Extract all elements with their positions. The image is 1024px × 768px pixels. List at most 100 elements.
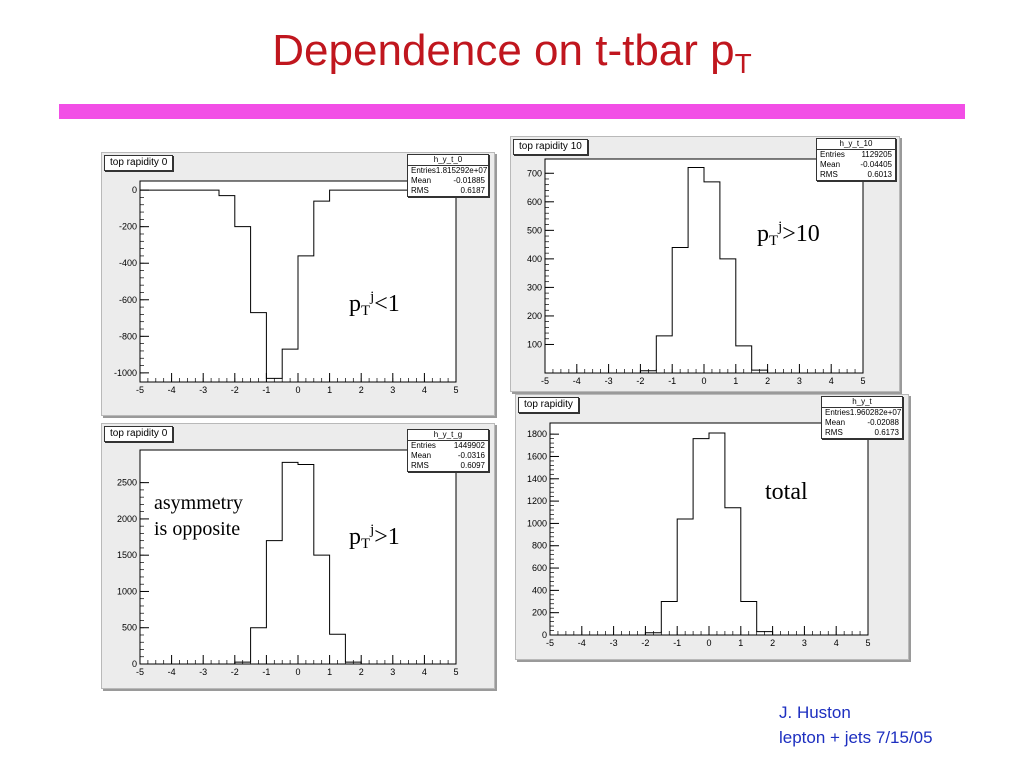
- x-tick-label: 4: [422, 667, 427, 677]
- y-tick-label: 1000: [117, 586, 137, 596]
- histogram-bin: [235, 190, 251, 227]
- y-tick-label: 500: [122, 623, 137, 633]
- histogram-bin: [266, 541, 282, 664]
- histogram-panel-total: 0 200 400 600 800 1000 1200 1400 1600 1800 -5 -4 -3 -…: [515, 394, 909, 660]
- x-tick-label: -4: [168, 385, 176, 395]
- x-tick-label: -2: [636, 376, 644, 386]
- stats-row-rms: RMS 0.6013: [817, 170, 895, 180]
- stats-row-mean: Mean -0.02088: [822, 418, 902, 428]
- y-tick-label: 1600: [527, 451, 547, 461]
- stats-label: RMS: [411, 461, 429, 470]
- annot-sub: T: [361, 536, 371, 552]
- histogram-outline: [629, 432, 789, 636]
- histogram-bin: [298, 190, 314, 256]
- x-tick-label: 2: [359, 667, 364, 677]
- stats-row-mean: Mean -0.0316: [408, 451, 488, 461]
- x-tick-label: -5: [136, 385, 144, 395]
- x-tick-label: 3: [797, 376, 802, 386]
- asymmetry-note-line2: is opposite: [154, 518, 241, 540]
- x-tick-label: -4: [578, 638, 586, 648]
- title-divider: [59, 104, 965, 119]
- stats-value: 1449902: [453, 441, 485, 450]
- stats-value: 0.6187: [460, 186, 485, 195]
- x-tick-label: 3: [802, 638, 807, 648]
- y-tick-label: 0: [132, 185, 137, 195]
- stats-row-entries: Entries 1.815292e+07: [408, 166, 488, 176]
- x-tick-label: 5: [865, 638, 870, 648]
- histogram-outline: [624, 167, 784, 374]
- histogram-bin: [688, 168, 704, 373]
- x-tick-label: -5: [541, 376, 549, 386]
- slide-title-text: Dependence on t-tbar p: [272, 26, 735, 75]
- histogram-bin: [709, 433, 725, 635]
- x-tick-label: 0: [701, 376, 706, 386]
- stats-value: -0.02088: [867, 418, 899, 427]
- y-tick-label: 800: [532, 541, 547, 551]
- histogram-bin: [656, 336, 672, 373]
- histogram-bin: [282, 462, 298, 664]
- stats-value: -0.0316: [457, 451, 485, 460]
- x-tick-label: 2: [765, 376, 770, 386]
- histogram-panel-ptj-gt-10: 100 200 300 400 500 600 700 -5 -4 -3 -2 -1 0 1 2 3 4 5 to…: [510, 136, 900, 392]
- stats-label: Entries: [820, 150, 845, 159]
- stats-label: Entries: [411, 441, 436, 450]
- y-tick-label: 700: [527, 168, 542, 178]
- annot-sup: j: [778, 219, 783, 235]
- histogram-bin: [757, 632, 773, 635]
- stats-label: RMS: [411, 186, 429, 195]
- y-tick-label: 1800: [527, 429, 547, 439]
- histogram-bin: [219, 190, 235, 195]
- y-tick-label: -1000: [114, 368, 137, 378]
- stats-row-rms: RMS 0.6173: [822, 428, 902, 438]
- y-tick-label: 600: [532, 563, 547, 573]
- x-tick-label: 5: [860, 376, 865, 386]
- x-tick-label: -1: [262, 385, 270, 395]
- stats-name: h_y_t: [822, 397, 902, 408]
- y-tick-label: 500: [527, 225, 542, 235]
- histogram-bin: [704, 182, 720, 373]
- x-tick-label: 2: [359, 385, 364, 395]
- x-tick-label: -2: [231, 667, 239, 677]
- y-tick-label: 1400: [527, 474, 547, 484]
- x-tick-label: 0: [295, 667, 300, 677]
- x-tick-label: -5: [136, 667, 144, 677]
- stats-name: h_y_t_10: [817, 139, 895, 150]
- x-tick-label: -3: [610, 638, 618, 648]
- histogram-title: top rapidity 10: [513, 139, 588, 155]
- histogram-title: top rapidity 0: [104, 155, 174, 171]
- x-tick-label: 1: [327, 385, 332, 395]
- x-tick-label: -1: [262, 667, 270, 677]
- stats-row-mean: Mean -0.04405: [817, 160, 895, 170]
- x-tick-label: -4: [573, 376, 581, 386]
- y-tick-label: 400: [532, 585, 547, 595]
- x-tick-label: -1: [668, 376, 676, 386]
- histogram-bin: [736, 346, 752, 373]
- stats-label: RMS: [825, 428, 843, 437]
- histogram-panel-ptj-gt-1: 0 500 1000 1500 2000 2500 -5 -4 -3 -2 -1 0 1 2 3 4 5 top…: [101, 423, 495, 689]
- x-tick-label: -3: [605, 376, 613, 386]
- cut-annotation: pTj>1: [349, 522, 400, 553]
- stats-value: 1.815292e+07: [435, 166, 488, 175]
- x-tick-label: 0: [706, 638, 711, 648]
- histogram-bin: [314, 555, 330, 664]
- stats-row-mean: Mean -0.01885: [408, 176, 488, 186]
- annot-rest: <1: [374, 291, 400, 317]
- histogram-bin: [725, 508, 741, 635]
- histogram-bin: [720, 259, 736, 373]
- stats-label: RMS: [820, 170, 838, 179]
- y-tick-label: 200: [532, 608, 547, 618]
- y-tick-label: -400: [119, 258, 137, 268]
- y-tick-label: 100: [527, 339, 542, 349]
- x-tick-label: 3: [390, 667, 395, 677]
- annot-sup: j: [370, 289, 375, 305]
- x-tick-label: 0: [295, 385, 300, 395]
- y-tick-label: 1000: [527, 518, 547, 528]
- x-tick-label: 1: [327, 667, 332, 677]
- histogram-bin: [282, 190, 298, 349]
- y-tick-label: 2500: [117, 478, 137, 488]
- histogram-bin: [677, 519, 693, 635]
- y-tick-label: 0: [542, 630, 547, 640]
- stats-box: h_y_t_10 Entries 1129205 Mean -0.04405 RMS…: [816, 138, 896, 181]
- x-tick-label: 4: [834, 638, 839, 648]
- histogram-plot: 0 -200 -400 -600 -800 -1000 -5 -4 -3 -2 -1 0 1 2 3 4 5: [114, 180, 459, 395]
